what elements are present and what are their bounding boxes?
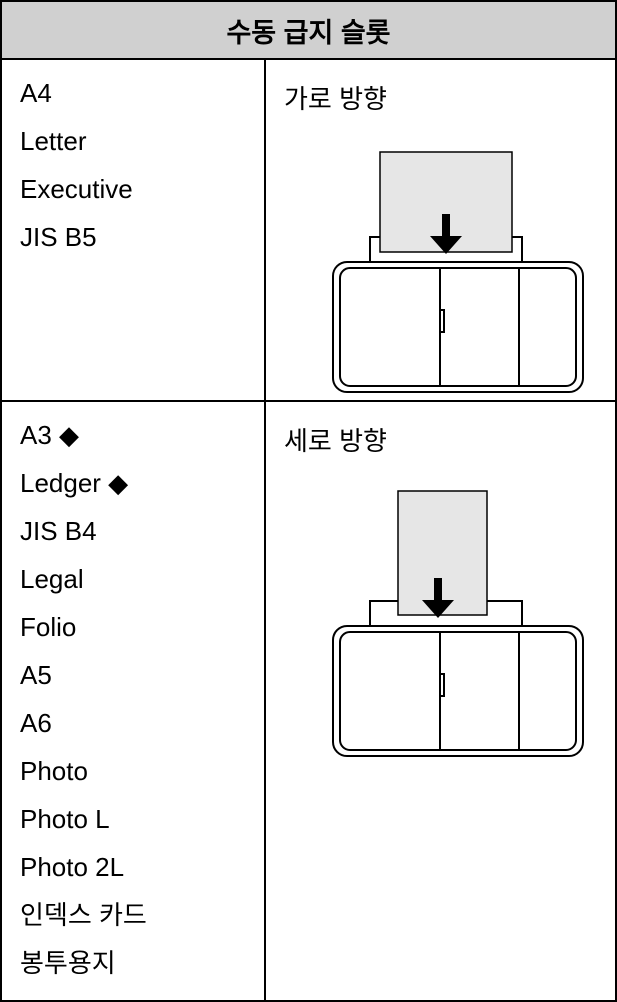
paper-size: Photo [20,756,88,786]
paper-size: 봉투용지 [20,948,116,978]
paper-size: JIS B5 [20,222,97,252]
column-divider [264,58,266,1002]
paper-size: Legal [20,564,84,594]
paper-size: Executive [20,174,133,204]
paper-size: Photo 2L [20,852,125,882]
paper-size: Ledger ◆ [20,468,129,498]
paper-size: A5 [20,660,52,690]
paper-size: A6 [20,708,52,738]
table-header: 수동 급지 슬롯 [0,0,617,60]
paper-size: JIS B4 [20,516,97,546]
printer-portrait [332,490,584,757]
orientation-label: 세로 방향 [284,426,387,456]
paper-size: A4 [20,78,52,108]
orientation-label: 가로 방향 [284,84,387,114]
paper-size: A3 ◆ [20,420,80,450]
paper-size: Folio [20,612,77,642]
paper-size: Letter [20,126,87,156]
paper-size: Photo L [20,804,110,834]
printer-landscape [332,151,584,393]
row-2 [0,400,617,1002]
paper-size: 인덱스 카드 [20,900,147,930]
